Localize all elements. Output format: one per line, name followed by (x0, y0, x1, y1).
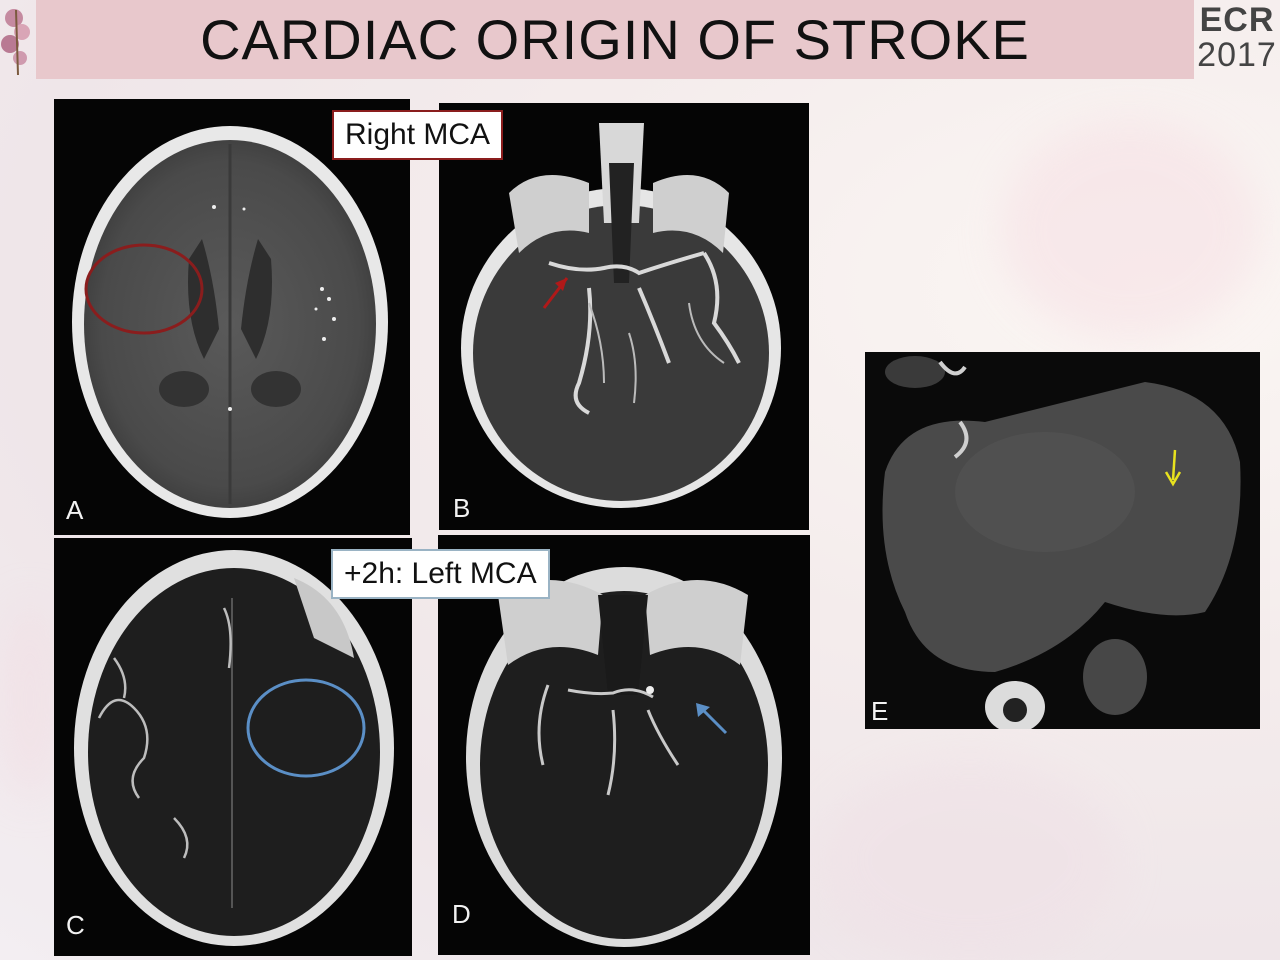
panel-a-label: A (66, 495, 84, 525)
background-decoration (0, 600, 60, 800)
ecr-logo: ECR 2017 (1197, 2, 1277, 76)
background-decoration (1000, 120, 1260, 340)
panel-d-label: D (452, 899, 471, 929)
slide-title: CARDIAC ORIGIN OF STROKE (200, 8, 1030, 71)
flower-icon (1, 9, 30, 76)
panel-b-label: B (453, 493, 471, 523)
panel-b-cta-scan: B (439, 103, 809, 530)
right-mca-callout: Right MCA (332, 110, 504, 160)
panel-a-ct-scan: A (54, 99, 410, 535)
panel-e-image (865, 352, 1260, 729)
left-mca-callout: +2h: Left MCA (331, 549, 550, 599)
panel-a-image (72, 126, 388, 518)
panel-c-cta-scan: C (54, 538, 412, 956)
panel-c-image (74, 550, 394, 946)
slide-header: CARDIAC ORIGIN OF STROKE (36, 0, 1194, 79)
panel-d-cta-scan: D (438, 535, 810, 955)
panel-e-cardiac-ct: E (865, 352, 1260, 729)
panel-c-label: C (66, 910, 85, 940)
logo-line1: ECR (1199, 1, 1275, 39)
logo-line2: 2017 (1197, 36, 1277, 74)
panel-b-image (461, 123, 781, 508)
panel-d-image (466, 567, 782, 947)
background-decoration (820, 760, 1120, 960)
panel-e-label: E (871, 696, 889, 726)
